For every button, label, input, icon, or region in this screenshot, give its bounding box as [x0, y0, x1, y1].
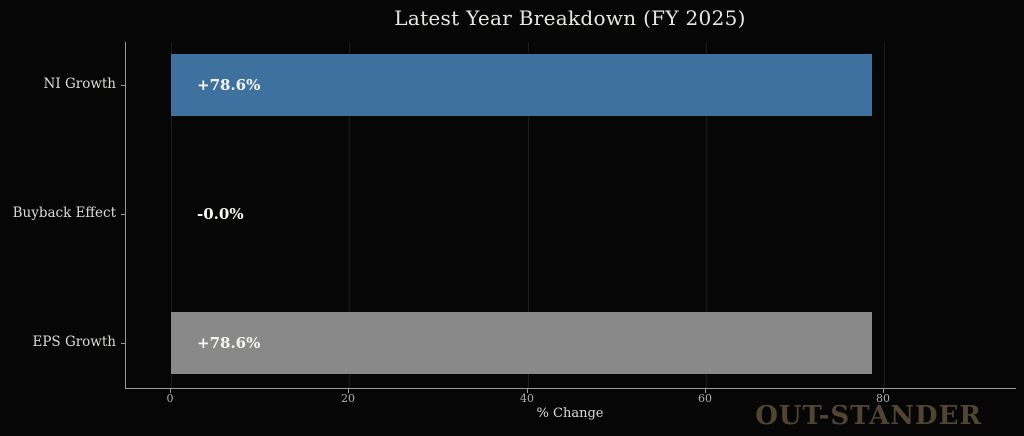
bar-value-label: +78.6% [197, 76, 261, 94]
gridline-40 [528, 42, 529, 388]
y-tick-mark [121, 85, 125, 86]
x-tick-mark [705, 389, 706, 393]
chart-title: Latest Year Breakdown (FY 2025) [394, 6, 746, 30]
x-tick-mark [170, 389, 171, 393]
x-tick-mark [348, 389, 349, 393]
gridline-80 [884, 42, 885, 388]
gridline-60 [706, 42, 707, 388]
x-tick-mark [527, 389, 528, 393]
category-label-eps-growth: EPS Growth [32, 334, 116, 350]
gridline-20 [349, 42, 350, 388]
gridline-0 [171, 42, 172, 388]
x-tick-mark [883, 389, 884, 393]
category-label-buyback-effect: Buyback Effect [12, 205, 116, 221]
x-tick-label-80: 80 [876, 392, 890, 405]
x-axis-label: % Change [536, 406, 604, 421]
bar-ni-growth [171, 54, 872, 116]
bar-eps-growth [171, 312, 872, 374]
bar-value-label: -0.0% [197, 205, 244, 223]
x-tick-label-60: 60 [698, 392, 712, 405]
watermark-text: OUT-STANDER [755, 401, 982, 431]
x-tick-label-40: 40 [520, 392, 534, 405]
x-tick-label-0: 0 [166, 392, 174, 405]
category-label-ni-growth: NI Growth [43, 76, 116, 92]
y-tick-mark [121, 214, 125, 215]
x-tick-label-20: 20 [341, 392, 355, 405]
plot-area: +78.6% -0.0% +78.6% [125, 42, 1016, 389]
bar-value-label: +78.6% [197, 334, 261, 352]
y-tick-mark [121, 343, 125, 344]
